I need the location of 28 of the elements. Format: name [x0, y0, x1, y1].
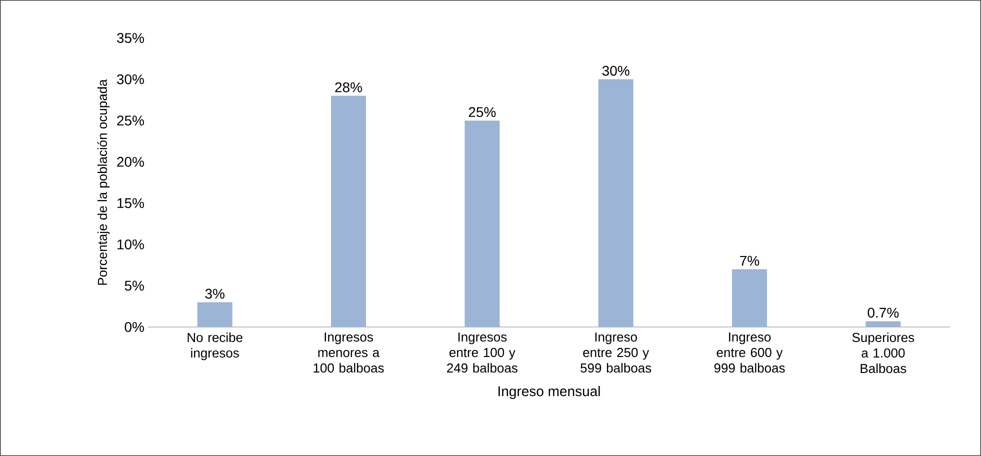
data-label: 28% — [335, 82, 362, 92]
y-tick-label: 5% — [124, 280, 144, 291]
y-tick-label: 20% — [117, 156, 144, 167]
x-tick-label: Ingresos menores a 100 balboas — [314, 332, 384, 373]
bar — [197, 302, 232, 327]
data-label: 3% — [205, 288, 224, 299]
bar — [464, 120, 500, 327]
y-axis-title: Porcentaje de la población ocupada — [97, 79, 110, 285]
data-label: 7% — [740, 256, 760, 266]
x-tick-label: Superiores a 1.000 Balboas — [852, 332, 914, 374]
y-tick-label: 30% — [116, 74, 144, 84]
bar — [598, 79, 634, 327]
y-tick-label: 25% — [117, 116, 144, 126]
x-axis-title: Ingreso mensual — [498, 386, 600, 399]
y-tick-label: 10% — [118, 239, 144, 250]
x-tick-label: Ingreso entre 600 y 999 balboas — [714, 332, 785, 373]
x-tick-label: Ingreso entre 250 y 599 balboas — [580, 332, 652, 373]
bar — [866, 321, 901, 327]
x-tick-label: Ingresos entre 100 y 249 balboas — [447, 332, 518, 373]
y-tick-label: 15% — [118, 198, 144, 208]
data-label: 0.7% — [868, 308, 899, 318]
y-tick-label: 35% — [116, 33, 144, 43]
data-label: 30% — [602, 66, 630, 76]
x-tick-label: No recibe ingresos — [188, 332, 242, 360]
bar — [732, 269, 768, 327]
y-tick-label: 0% — [124, 322, 144, 332]
data-label: 25% — [468, 107, 496, 118]
bar — [331, 96, 366, 327]
